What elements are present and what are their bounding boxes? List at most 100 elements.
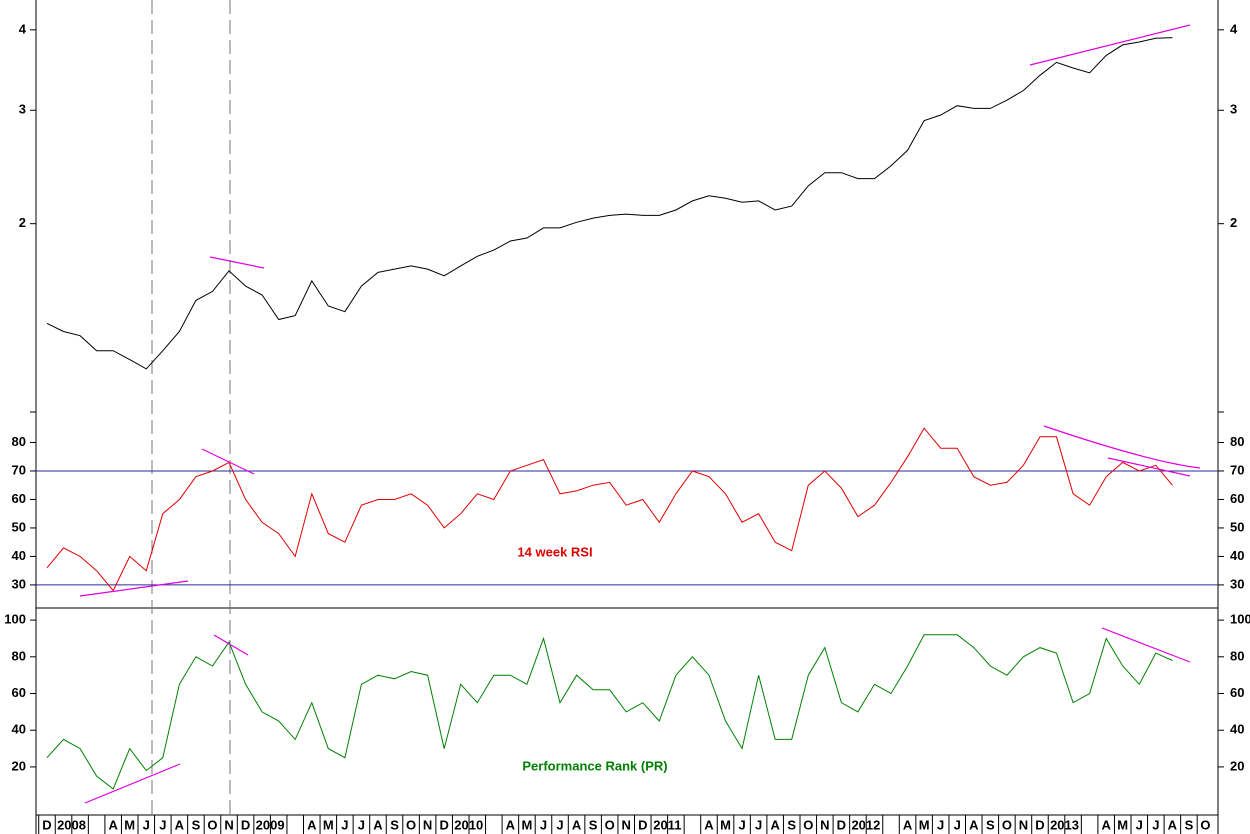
y-tick-label: 30 — [1230, 576, 1244, 591]
x-tick-label: D — [241, 817, 250, 832]
annotation: Performance Rank (PR) — [522, 758, 667, 773]
x-tick-label: A — [1168, 817, 1178, 832]
y-tick-label: 40 — [12, 722, 26, 737]
y-tick-label: 60 — [12, 685, 26, 700]
x-tick-label: M — [522, 817, 533, 832]
series-line — [46, 427, 1173, 592]
x-tick-label: A — [175, 817, 185, 832]
x-tick-label: O — [1002, 817, 1012, 832]
y-tick-label: 80 — [12, 648, 26, 663]
y-tick-label: 80 — [12, 434, 26, 449]
x-tick-label: D — [439, 817, 448, 832]
y-tick-label: 40 — [1230, 548, 1244, 563]
y-tick-label: 3 — [1230, 102, 1237, 117]
x-tick-label: N — [820, 817, 829, 832]
x-tick-label: S — [390, 817, 399, 832]
x-tick-label: A — [1101, 817, 1111, 832]
x-tick-label: M — [323, 817, 334, 832]
x-tick-label: J — [143, 817, 150, 832]
x-tick-label: D — [1035, 817, 1044, 832]
y-tick-label: 50 — [1230, 519, 1244, 534]
annotation: 14 week RSI — [517, 544, 592, 559]
x-tick-label: N — [622, 817, 631, 832]
x-tick-label: A — [770, 817, 780, 832]
x-tick-label: A — [108, 817, 118, 832]
y-tick-label: 60 — [12, 491, 26, 506]
frame — [30, 0, 1224, 834]
x-tick-label: A — [704, 817, 714, 832]
trend-line — [1101, 627, 1191, 663]
x-tick-label: D — [638, 817, 647, 832]
x-tick-label: S — [1185, 817, 1194, 832]
x-tick-label: J — [556, 817, 563, 832]
x-tick-label: O — [605, 817, 615, 832]
x-tick-label: A — [969, 817, 979, 832]
x-tick-label: D — [837, 817, 846, 832]
series-line — [46, 634, 1173, 790]
y-tick-label: 100 — [1230, 612, 1250, 627]
event-lines — [151, 0, 231, 815]
x-tick-label: N — [1019, 817, 1028, 832]
y-tick-label: 2 — [19, 215, 26, 230]
x-tick-label: J — [937, 817, 944, 832]
y-tick-label: 3 — [19, 102, 26, 117]
trend-lines — [79, 24, 1201, 804]
x-tick-label: J — [540, 817, 547, 832]
y-tick-label: 4 — [1230, 21, 1238, 36]
y-tick-label: 60 — [1230, 491, 1244, 506]
x-tick-label: O — [207, 817, 217, 832]
x-tick-label: A — [903, 817, 913, 832]
trend-line — [201, 448, 255, 475]
x-tick-label: A — [506, 817, 516, 832]
trend-line — [1043, 425, 1201, 469]
y-tick-label: 80 — [1230, 648, 1244, 663]
y-tick-label: 100 — [4, 612, 26, 627]
trend-line — [84, 763, 181, 804]
y-tick-label: 4 — [19, 21, 27, 36]
trend-line — [79, 580, 189, 597]
x-tick-label: J — [341, 817, 348, 832]
series-line — [46, 37, 1173, 370]
x-tick-label: S — [787, 817, 796, 832]
y-tick-label: 30 — [12, 576, 26, 591]
x-tick-label: J — [755, 817, 762, 832]
y-tick-label: 20 — [1230, 758, 1244, 773]
x-tick-label: M — [1117, 817, 1128, 832]
x-tick-label: N — [224, 817, 233, 832]
x-tick-label: J — [954, 817, 961, 832]
x-tick-label: J — [1136, 817, 1143, 832]
trend-line — [1107, 457, 1191, 477]
x-tick-label: O — [803, 817, 813, 832]
x-tick-label: A — [307, 817, 317, 832]
y-tick-label: 40 — [1230, 722, 1244, 737]
x-tick-label: J — [738, 817, 745, 832]
y-tick-label: 20 — [12, 758, 26, 773]
trend-line — [209, 256, 265, 269]
x-tick-label: N — [423, 817, 432, 832]
y-tick-label: 40 — [12, 548, 26, 563]
y-tick-label: 60 — [1230, 685, 1244, 700]
y-tick-label: 70 — [1230, 462, 1244, 477]
y-tick-label: 2 — [1230, 215, 1237, 230]
x-tick-label: J — [358, 817, 365, 832]
x-tick-label: O — [406, 817, 416, 832]
y-tick-label: 80 — [1230, 434, 1244, 449]
trend-line — [1029, 24, 1191, 66]
x-tick-label: M — [124, 817, 135, 832]
x-tick-label: A — [572, 817, 582, 832]
x-tick-label: J — [1152, 817, 1159, 832]
x-tick-label: M — [919, 817, 930, 832]
x-tick-label: M — [720, 817, 731, 832]
x-tick-label: S — [589, 817, 598, 832]
x-tick-label: S — [986, 817, 995, 832]
x-tick-label: S — [192, 817, 201, 832]
y-tick-label: 70 — [12, 462, 26, 477]
y-tick-label: 50 — [12, 519, 26, 534]
x-tick-label: O — [1200, 817, 1210, 832]
x-tick-label: A — [373, 817, 383, 832]
trend-line — [213, 634, 249, 656]
x-tick-label: J — [159, 817, 166, 832]
x-tick-label: D — [42, 817, 51, 832]
